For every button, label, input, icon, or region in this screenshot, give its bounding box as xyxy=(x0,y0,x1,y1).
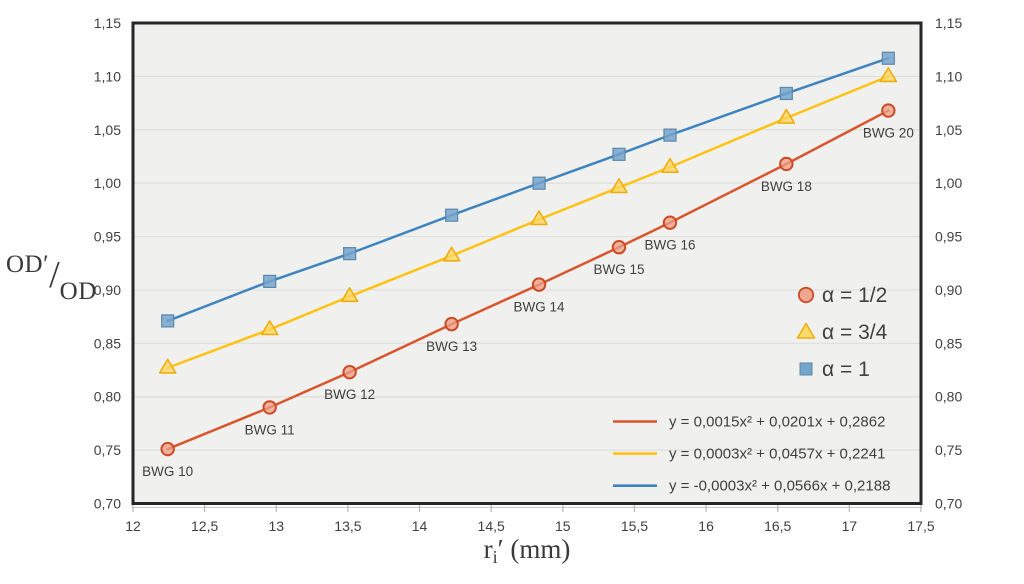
data-point-marker xyxy=(662,215,678,230)
y-axis-title: OD′/OD xyxy=(6,251,96,306)
y-tick-label-right: 1,15 xyxy=(935,15,962,31)
y-tick-label-right: 0,75 xyxy=(935,442,962,458)
y-tick-label-left: 1,05 xyxy=(94,122,121,138)
data-point-marker xyxy=(610,178,628,194)
plot-area xyxy=(133,23,921,504)
y-tick-label-right: 0,80 xyxy=(935,389,962,405)
data-point-marker xyxy=(263,274,277,289)
x-axis-title-rest: ′ (mm) xyxy=(497,534,571,564)
data-point-marker xyxy=(442,246,461,262)
y-axis-title-numerator: OD′ xyxy=(6,251,50,278)
x-tick-label: 14 xyxy=(412,518,428,534)
data-point-marker xyxy=(160,441,175,457)
point-label: BWG 13 xyxy=(426,339,477,354)
point-label: BWG 14 xyxy=(514,300,566,315)
x-tick-label: 13,5 xyxy=(334,518,361,534)
y-tick-label-right: 0,70 xyxy=(935,496,962,512)
x-tick-label: 15 xyxy=(555,518,571,534)
data-point-marker xyxy=(445,208,459,222)
y-tick-label-left: 1,00 xyxy=(94,175,121,191)
data-point-marker xyxy=(663,128,677,142)
data-point-marker xyxy=(881,51,895,65)
y-tick-label-right: 1,00 xyxy=(935,175,962,191)
y-tick-label-left: 1,10 xyxy=(94,68,121,84)
data-point-marker xyxy=(777,108,796,124)
y-tick-label-left: 0,95 xyxy=(94,229,121,245)
legend-label: α = 1 xyxy=(822,358,870,381)
data-point-marker xyxy=(611,240,627,255)
x-tick-label: 12,5 xyxy=(191,518,218,534)
y-tick-label-left: 0,70 xyxy=(94,496,121,512)
legend-label: α = 3/4 xyxy=(822,321,888,344)
data-point-marker xyxy=(530,210,548,226)
y-tick-label-right: 0,90 xyxy=(935,282,962,298)
y-tick-label-right: 1,10 xyxy=(935,68,962,84)
point-label: BWG 16 xyxy=(644,238,695,253)
legend-marker-square xyxy=(799,362,813,376)
plot-border xyxy=(131,21,923,505)
y-tick-label-left: 1,15 xyxy=(94,15,121,31)
x-axis-title-subscript: i xyxy=(492,547,498,567)
y-axis-title-denominator: OD xyxy=(59,278,97,305)
data-point-marker xyxy=(532,176,546,190)
point-label: BWG 20 xyxy=(863,126,914,141)
point-label: BWG 12 xyxy=(324,387,375,402)
data-point-marker xyxy=(612,147,626,161)
equation-label: y = 0,0015x² + 0,0201x + 0,2862 xyxy=(669,414,885,431)
x-tick-label: 17,5 xyxy=(907,518,934,534)
legend-marker-circle xyxy=(797,286,815,304)
x-tick-label: 12 xyxy=(125,518,141,534)
y-axis-title-slash: / xyxy=(49,254,60,296)
point-label: BWG 10 xyxy=(142,464,193,479)
equation-label: y = -0,0003x² + 0,0566x + 0,2188 xyxy=(669,478,890,495)
data-point-marker xyxy=(661,157,679,173)
legend-label: α = 1/2 xyxy=(822,284,887,307)
x-tick-label: 16,5 xyxy=(764,518,791,534)
data-point-marker xyxy=(262,400,277,415)
y-tick-label-left: 0,75 xyxy=(94,442,121,458)
data-point-marker xyxy=(779,156,794,172)
data-point-marker xyxy=(881,103,896,118)
x-axis-title-base: r xyxy=(483,534,493,564)
y-tick-label-left: 0,80 xyxy=(94,389,121,405)
x-axis-title: ri′ (mm) xyxy=(447,534,607,568)
equation-label: y = 0,0003x² + 0,0457x + 0,2241 xyxy=(669,446,885,463)
data-point-marker xyxy=(342,364,357,380)
point-label: BWG 15 xyxy=(593,262,644,277)
data-point-marker xyxy=(779,86,793,101)
data-point-marker xyxy=(444,316,459,332)
data-point-marker xyxy=(340,287,359,303)
data-point-marker xyxy=(158,358,177,374)
legend-marker-triangle xyxy=(796,322,816,339)
x-tick-label: 13 xyxy=(268,518,284,534)
y-tick-label-left: 0,85 xyxy=(94,335,121,351)
x-tick-label: 16 xyxy=(698,518,714,534)
x-tick-label: 17 xyxy=(842,518,858,534)
y-tick-label-right: 1,05 xyxy=(935,122,962,138)
x-tick-label: 15,5 xyxy=(621,518,648,534)
data-point-marker xyxy=(343,247,357,261)
point-label: BWG 18 xyxy=(761,179,812,194)
point-label: BWG 11 xyxy=(245,422,295,437)
data-point-marker xyxy=(260,320,279,336)
data-point-marker xyxy=(161,314,175,328)
y-tick-label-left: 0,90 xyxy=(94,282,121,298)
data-point-marker xyxy=(531,277,547,292)
x-tick-label: 14,5 xyxy=(478,518,505,534)
data-point-marker xyxy=(879,67,898,83)
y-tick-label-right: 0,85 xyxy=(935,335,962,351)
y-tick-label-right: 0,95 xyxy=(935,229,962,245)
